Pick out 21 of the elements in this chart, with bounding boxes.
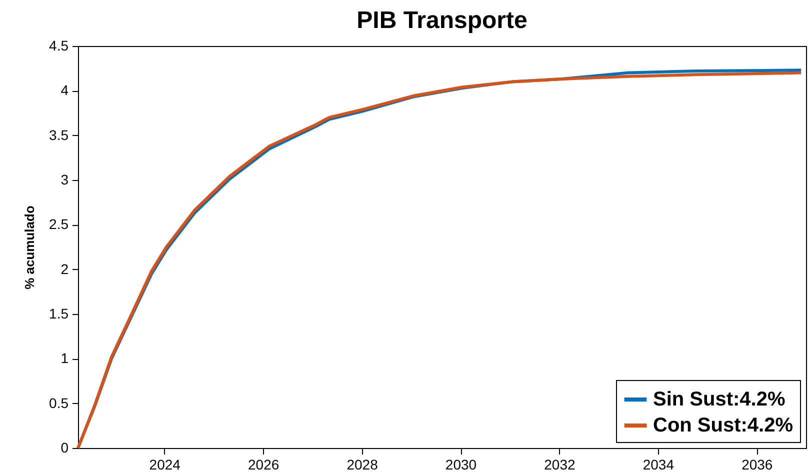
x-tick-label: 2024	[149, 456, 181, 472]
y-tick-label: 0	[60, 440, 69, 456]
y-tick-label: 4	[60, 82, 69, 98]
y-tick-label: 2.5	[49, 216, 69, 232]
x-tick-label: 2032	[544, 456, 576, 472]
y-tick-label: 0.5	[49, 394, 69, 411]
x-tick-label: 2034	[642, 456, 674, 472]
y-tick-label: 2	[60, 260, 69, 277]
y-tick-label: 4.5	[49, 38, 69, 54]
legend-label: Con Sust:4.2%	[653, 414, 794, 436]
y-axis-title: % acumulado	[22, 206, 38, 290]
x-tick-label: 2026	[248, 456, 280, 472]
x-tick-label: 2028	[346, 456, 378, 472]
y-tick-label: 3.5	[49, 126, 69, 143]
y-tick-label: 1.5	[49, 306, 69, 322]
legend-label: Sin Sust:4.2%	[653, 388, 786, 410]
y-tick-label: 3	[60, 172, 69, 188]
x-tick-label: 2030	[445, 456, 477, 472]
x-tick-label: 2036	[742, 456, 773, 472]
chart-title: PIB Transporte	[356, 7, 528, 34]
y-tick-label: 1	[60, 350, 69, 366]
